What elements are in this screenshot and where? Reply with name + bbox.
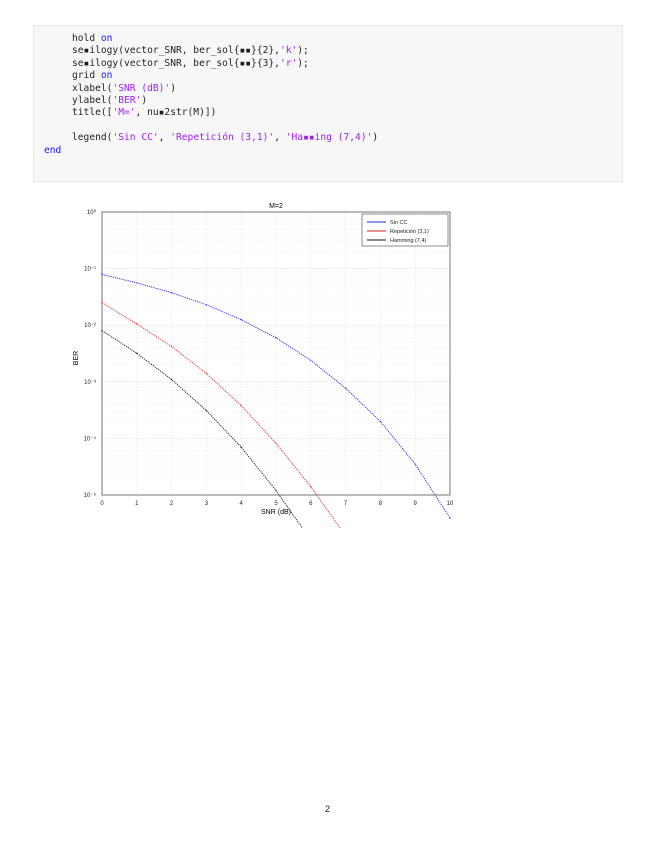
series-point-0: [240, 319, 242, 321]
x-tick-label: 3: [205, 501, 209, 507]
code-keyword: on: [100, 33, 113, 44]
code-line: hold on: [72, 33, 112, 45]
code-line: se▪ilogy(vector_SNR, ber_sol{▪▪}{3},'r')…: [72, 58, 309, 70]
code-line: se▪ilogy(vector_SNR, ber_sol{▪▪}{2},'k')…: [72, 45, 309, 57]
series-line-0: [101, 273, 451, 519]
y-tick-label: 10⁻⁴: [84, 435, 97, 442]
code-line: xlabel('SNR (dB)'): [72, 83, 176, 95]
series-point-1: [310, 486, 312, 488]
code-text: ylabel(: [72, 95, 113, 106]
code-text: ,: [274, 132, 286, 144]
code-line: ylabel('BER'): [72, 95, 147, 107]
series-point-0: [136, 282, 138, 284]
x-axis-label: SNR (dB): [261, 509, 291, 516]
legend-entry: Sin CC: [390, 220, 407, 226]
code-line: end: [44, 145, 61, 157]
series-point-0: [414, 463, 416, 465]
series-point-0: [449, 517, 451, 519]
ber-figure: 0 1 2 3 4 5 6 7 8 9 10 10⁰ 10⁻¹ 10⁻² 10⁻³ 10⁻⁴ 10⁻⁵ M=2 …: [60, 198, 480, 541]
plot-frame: [101, 211, 451, 496]
series-point-0: [379, 420, 381, 422]
code-string: 'Ha▪▪ing (7,4)': [285, 132, 373, 144]
code-text: ): [141, 95, 148, 106]
code-line: title(['M=', nu▪2str(M)]): [72, 107, 216, 119]
x-tick-label: 0: [100, 501, 104, 507]
series-point-2: [205, 409, 207, 412]
code-text: grid: [72, 70, 101, 82]
x-tick-label: 1: [135, 501, 139, 507]
code-text: se▪ilogy(vector_SNR, ber_sol{▪▪}{2},: [72, 45, 280, 57]
code-text: xlabel(: [72, 82, 113, 94]
series-point-1: [275, 442, 277, 444]
series-point-0: [101, 273, 103, 275]
code-keyword: on: [100, 70, 113, 82]
series-point-2: [136, 352, 138, 354]
x-tick-label: 9: [414, 501, 418, 507]
series-point-0: [345, 387, 347, 389]
code-text: );: [297, 45, 309, 57]
code-keyword: end: [44, 144, 62, 156]
code-text: ): [372, 132, 379, 144]
code-string: 'BER': [112, 95, 142, 106]
series-point-1: [101, 302, 103, 304]
series-point-2: [171, 378, 173, 381]
x-tick-label: 8: [379, 501, 383, 507]
series-point-1: [205, 372, 207, 375]
x-tick-label: 6: [309, 501, 313, 507]
series-point-1: [240, 404, 242, 407]
code-text: title([: [72, 107, 113, 119]
code-string: 'r': [279, 57, 298, 69]
legend: Sin CC Repetición (3,1) Hamming (7,4): [361, 213, 449, 247]
y-tick-label: 10⁻⁵: [84, 492, 97, 499]
code-string: 'k': [279, 45, 298, 57]
code-string: 'M=': [112, 107, 136, 119]
series-point-2: [240, 446, 242, 448]
series-point-1: [136, 323, 138, 325]
code-text: ,: [158, 132, 171, 144]
chart-title: M=2: [269, 203, 283, 210]
y-tick-label: 10⁻²: [84, 323, 96, 329]
series-point-0: [275, 337, 277, 339]
code-line: grid on: [72, 70, 112, 82]
code-block: hold on se▪ilogy(vector_SNR, ber_sol{▪▪}{…: [33, 25, 623, 182]
y-axis-label: BER: [73, 351, 80, 365]
series-point-0: [171, 292, 173, 294]
legend-entry: Hamming (7,4): [390, 238, 427, 244]
code-text: );: [297, 57, 309, 69]
code-text: legend(: [72, 132, 113, 144]
y-tick-label: 10⁻³: [84, 380, 96, 386]
code-string: 'Sin CC': [112, 132, 159, 144]
page-number: 2: [324, 804, 330, 814]
x-tick-label: 7: [344, 501, 348, 507]
series-point-0: [205, 304, 207, 306]
code-string: 'SNR (dB)': [112, 82, 171, 94]
code-text: hold: [72, 33, 101, 44]
x-tick-label: 10: [447, 501, 454, 507]
code-string: 'Repetición (3,1)': [170, 132, 275, 144]
y-tick-label: 10⁻¹: [84, 267, 96, 273]
legend-entry: Repetición (3,1): [390, 229, 429, 235]
series-point-2: [275, 489, 277, 492]
x-tick-label: 4: [240, 501, 244, 507]
code-text: ): [170, 82, 176, 94]
legend-box: [361, 213, 449, 247]
series-point-2: [101, 330, 103, 332]
code-line: legend('Sin CC', 'Repetición (3,1)', 'Ha…: [72, 132, 378, 144]
code-text: se▪ilogy(vector_SNR, ber_sol{▪▪}{3},: [72, 57, 280, 69]
series-point-1: [171, 345, 173, 348]
code-text: , nu▪2str(M)]): [135, 107, 217, 119]
x-tick-label: 5: [274, 501, 278, 507]
series-line-1: [101, 302, 346, 537]
x-tick-label: 2: [170, 501, 174, 507]
y-tick-label: 10⁰: [87, 209, 97, 216]
series-point-0: [310, 359, 312, 361]
